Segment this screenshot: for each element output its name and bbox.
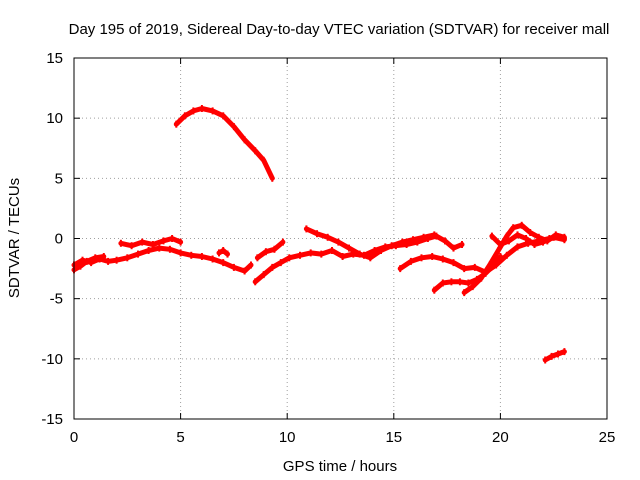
data-series: [71, 105, 567, 364]
x-tick-label: 5: [176, 429, 184, 446]
x-tick-label: 0: [70, 429, 78, 446]
series-line: [254, 239, 286, 261]
x-axis-label: GPS time / hours: [283, 458, 397, 475]
y-tick-label: 5: [55, 170, 63, 187]
series-line: [303, 226, 465, 261]
chart-title: Day 195 of 2019, Sidereal Day-to-day VTE…: [69, 21, 610, 38]
y-tick-label: 10: [46, 110, 63, 127]
series-arc-12: [489, 231, 567, 248]
series-arc-5: [216, 247, 230, 258]
x-tick-label: 20: [492, 429, 509, 446]
y-tick-label: -5: [50, 291, 63, 308]
y-tick-label: 15: [46, 50, 63, 67]
tick-labels: 0 5 10 15 20 25 -15 -10 -5 0 5 10 15: [41, 50, 615, 446]
series-arc-4: [173, 105, 275, 182]
y-axis-label: SDTVAR / TECUs: [6, 178, 23, 298]
x-tick-label: 10: [279, 429, 296, 446]
y-tick-label: -10: [41, 351, 63, 368]
plot-frame: [73, 57, 608, 420]
series-arc-13: [542, 348, 567, 364]
series-arc-3: [118, 235, 184, 250]
series-arc-8: [303, 225, 465, 262]
series-line: [173, 106, 275, 181]
series-arc-11: [461, 221, 567, 297]
y-tick-label: 0: [55, 231, 63, 248]
y-tick-label: -15: [41, 411, 63, 428]
series-arc-2: [71, 253, 107, 274]
series-arc-7: [254, 238, 286, 262]
series-line: [542, 349, 567, 363]
x-tick-label: 15: [385, 429, 402, 446]
x-tick-label: 25: [599, 429, 616, 446]
